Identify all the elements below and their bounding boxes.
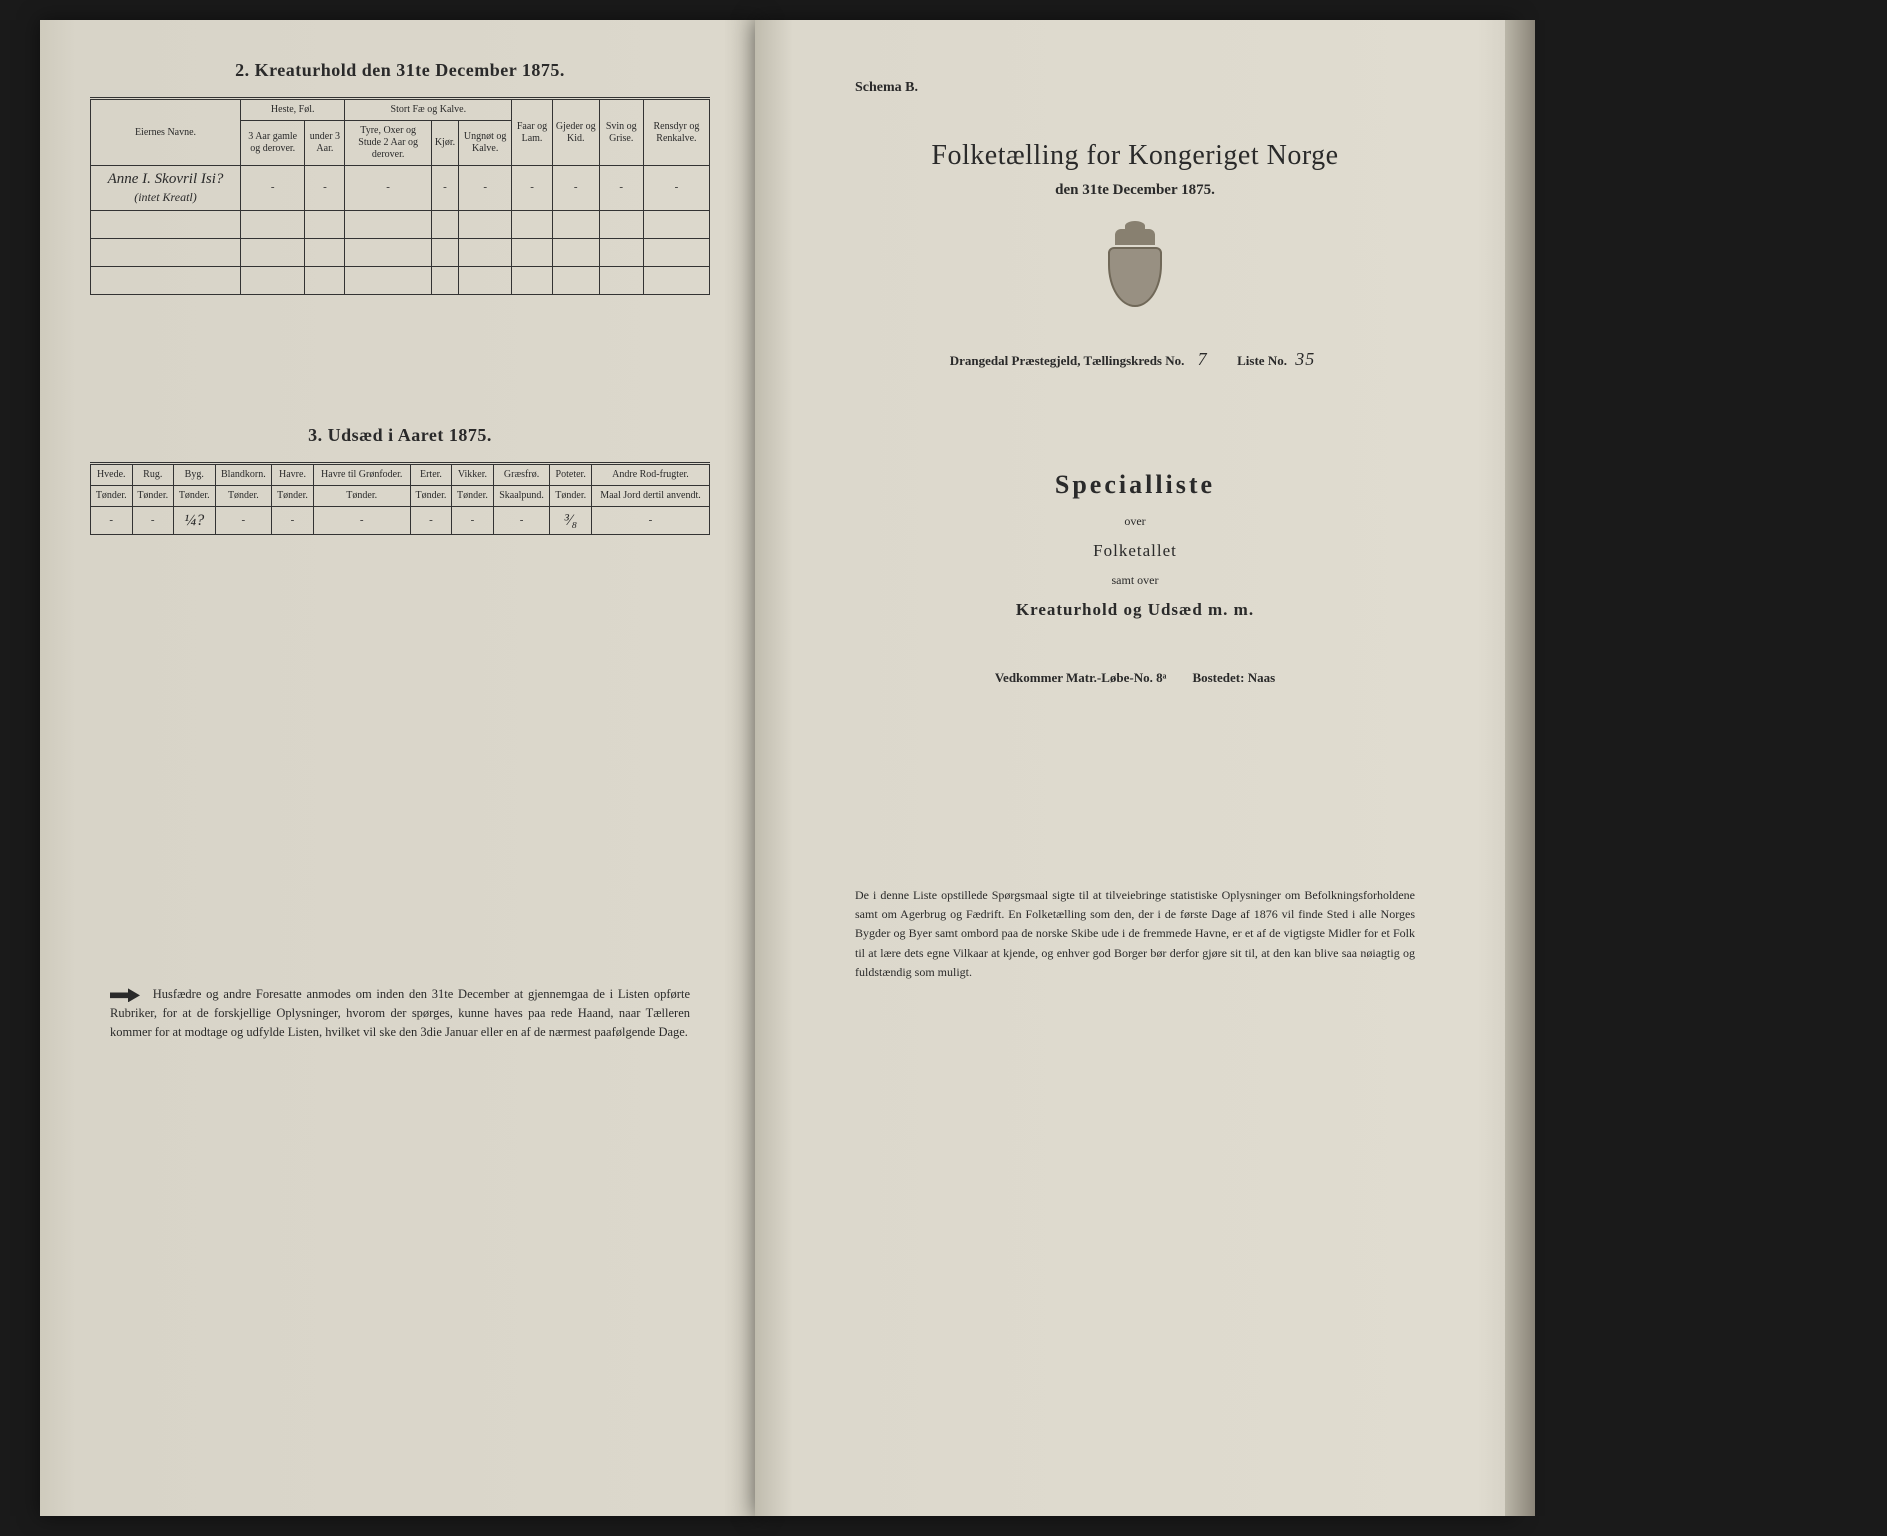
pointing-hand-icon xyxy=(110,988,140,1002)
group-stortfe: Stort Fæ og Kalve. xyxy=(345,99,512,121)
folketallet-label: Folketallet xyxy=(805,541,1465,561)
col-havre-gron: Havre til Grønfoder. xyxy=(313,464,410,486)
right-footnote: De i denne Liste opstillede Spørgsmaal s… xyxy=(805,886,1465,982)
samt-label: samt over xyxy=(805,573,1465,588)
right-page: Schema B. Folketælling for Kongeriget No… xyxy=(755,20,1515,1516)
left-footnote: Husfædre og andre Foresatte anmodes om i… xyxy=(90,985,710,1041)
row1-name: Anne I. Skovril Isi? (intet Kreatl) xyxy=(91,166,241,211)
section2-title: 2. Kreaturhold den 31te December 1875. xyxy=(90,60,710,81)
group-heste: Heste, Føl. xyxy=(241,99,345,121)
left-page: 2. Kreaturhold den 31te December 1875. E… xyxy=(40,20,760,1516)
col-bland: Blandkorn. xyxy=(215,464,272,486)
main-title: Folketælling for Kongeriget Norge xyxy=(805,140,1465,172)
col-svin: Svin og Grise. xyxy=(599,99,643,166)
col-stort-a: Tyre, Oxer og Stude 2 Aar og derover. xyxy=(345,121,431,166)
table-kreaturhold: Eiernes Navne. Heste, Føl. Stort Fæ og K… xyxy=(90,97,710,295)
col-faar: Faar og Lam. xyxy=(512,99,553,166)
col-vikker: Vikker. xyxy=(452,464,494,486)
col-havre: Havre. xyxy=(272,464,314,486)
col-hvede: Hvede. xyxy=(91,464,133,486)
table-udsaed: Hvede. Rug. Byg. Blandkorn. Havre. Havre… xyxy=(90,462,710,535)
table-row xyxy=(91,267,710,295)
col-stort-c: Ungnøt og Kalve. xyxy=(459,121,512,166)
bottom-fields: Vedkommer Matr.-Løbe-No. 8ᵃ Bostedet: Na… xyxy=(805,670,1465,686)
liste-no: 35 xyxy=(1290,349,1320,370)
col-stort-b: Kjør. xyxy=(431,121,458,166)
col-heste-a: 3 Aar gamle og derover. xyxy=(241,121,305,166)
col-eier: Eiernes Navne. xyxy=(91,99,241,166)
page-stack-edge xyxy=(1505,20,1535,1516)
table-row xyxy=(91,239,710,267)
coat-of-arms-icon xyxy=(1100,229,1170,319)
col-gjeder: Gjeder og Kid. xyxy=(552,99,599,166)
col-rensdyr: Rensdyr og Renkalve. xyxy=(643,99,709,166)
table-row: -- ¼? ------ ³⁄₈ - xyxy=(91,507,710,535)
bostedet-val: Naas xyxy=(1248,670,1275,685)
col-byg: Byg. xyxy=(174,464,216,486)
kreatur-label: Kreaturhold og Udsæd m. m. xyxy=(805,600,1465,620)
col-heste-b: under 3 Aar. xyxy=(305,121,345,166)
col-grasfro: Græsfrø. xyxy=(493,464,550,486)
sub-date: den 31te December 1875. xyxy=(805,182,1465,199)
kreds-no: 7 xyxy=(1188,349,1218,370)
schema-label: Schema B. xyxy=(855,80,918,96)
col-rug: Rug. xyxy=(132,464,174,486)
matr-no: 8ᵃ xyxy=(1156,670,1166,685)
col-poteter: Poteter. xyxy=(550,464,592,486)
specialliste-title: Specialliste xyxy=(805,470,1465,500)
praeste-line: Drangedal Præstegjeld, Tællingskreds No.… xyxy=(805,349,1465,370)
section3-title: 3. Udsæd i Aaret 1875. xyxy=(90,425,710,446)
table-row: Anne I. Skovril Isi? (intet Kreatl) ----… xyxy=(91,166,710,211)
over-label: over xyxy=(805,514,1465,529)
val-byg: ¼? xyxy=(174,507,216,535)
document-spread: 2. Kreaturhold den 31te December 1875. E… xyxy=(40,20,1847,1516)
table-row xyxy=(91,211,710,239)
col-andre: Andre Rod-frugter. xyxy=(591,464,709,486)
col-erter: Erter. xyxy=(410,464,452,486)
val-poteter: ³⁄₈ xyxy=(550,507,592,535)
